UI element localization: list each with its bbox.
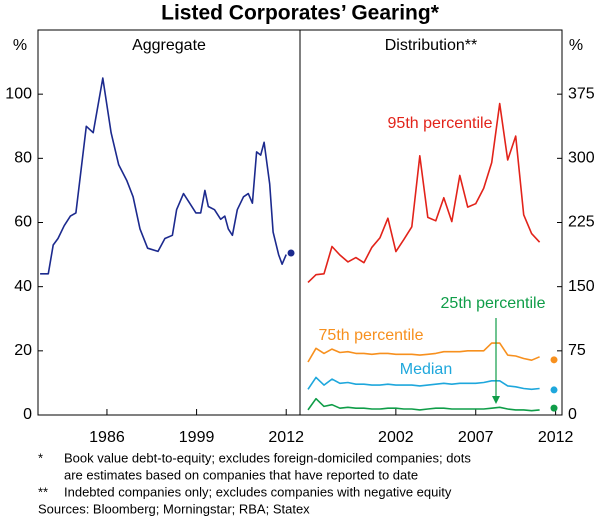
series-line	[307, 102, 541, 283]
x-tick-label: 2012	[538, 429, 574, 446]
arrow-head	[492, 396, 500, 404]
series-label: 95th percentile	[388, 115, 493, 132]
plot-frame	[37, 29, 301, 416]
note-text: are estimates based on companies that ha…	[64, 467, 418, 482]
series-label: 75th percentile	[319, 327, 424, 344]
estimate-dot	[550, 356, 558, 364]
y-tick-label: 20	[14, 342, 32, 359]
note-text: Indebted companies only; excludes compan…	[64, 484, 452, 499]
series-line	[307, 342, 540, 363]
y-tick-label: 150	[568, 278, 595, 295]
note-text: Book value debt-to-equity; excludes fore…	[64, 450, 471, 465]
chart-title: Listed Corporates’ Gearing*	[161, 2, 440, 25]
plot-frame	[299, 29, 563, 416]
y-tick-label: 0	[568, 406, 577, 423]
y-tick-label: 300	[568, 150, 595, 167]
estimate-dot	[550, 404, 558, 412]
y-tick-label: 375	[568, 85, 595, 102]
y-unit: %	[13, 37, 27, 54]
x-tick-label: 2002	[378, 429, 414, 446]
series-line	[40, 77, 287, 275]
series-line	[307, 397, 540, 412]
y-tick-label: 100	[5, 85, 32, 102]
x-tick-label: 1986	[89, 429, 125, 446]
series-line	[307, 376, 540, 391]
x-tick-label: 1999	[179, 429, 215, 446]
note-mark: *	[38, 450, 43, 465]
x-tick-label: 2012	[268, 429, 304, 446]
y-tick-label: 80	[14, 150, 32, 167]
series-label: Median	[400, 361, 452, 378]
estimate-dot	[550, 386, 558, 394]
y-tick-label: 60	[14, 214, 32, 231]
y-tick-label: 75	[568, 342, 586, 359]
estimate-dot	[287, 249, 295, 257]
sources: Sources: Bloomberg; Morningstar; RBA; St…	[38, 501, 310, 516]
panel-subtitle: Distribution**	[385, 37, 477, 54]
note-mark: **	[38, 484, 48, 499]
y-tick-label: 225	[568, 214, 595, 231]
y-tick-label: 0	[23, 406, 32, 423]
series-label: 25th percentile	[441, 295, 546, 312]
y-unit: %	[569, 37, 583, 54]
x-tick-label: 2007	[458, 429, 494, 446]
panel-subtitle: Aggregate	[132, 37, 206, 54]
y-tick-label: 40	[14, 278, 32, 295]
